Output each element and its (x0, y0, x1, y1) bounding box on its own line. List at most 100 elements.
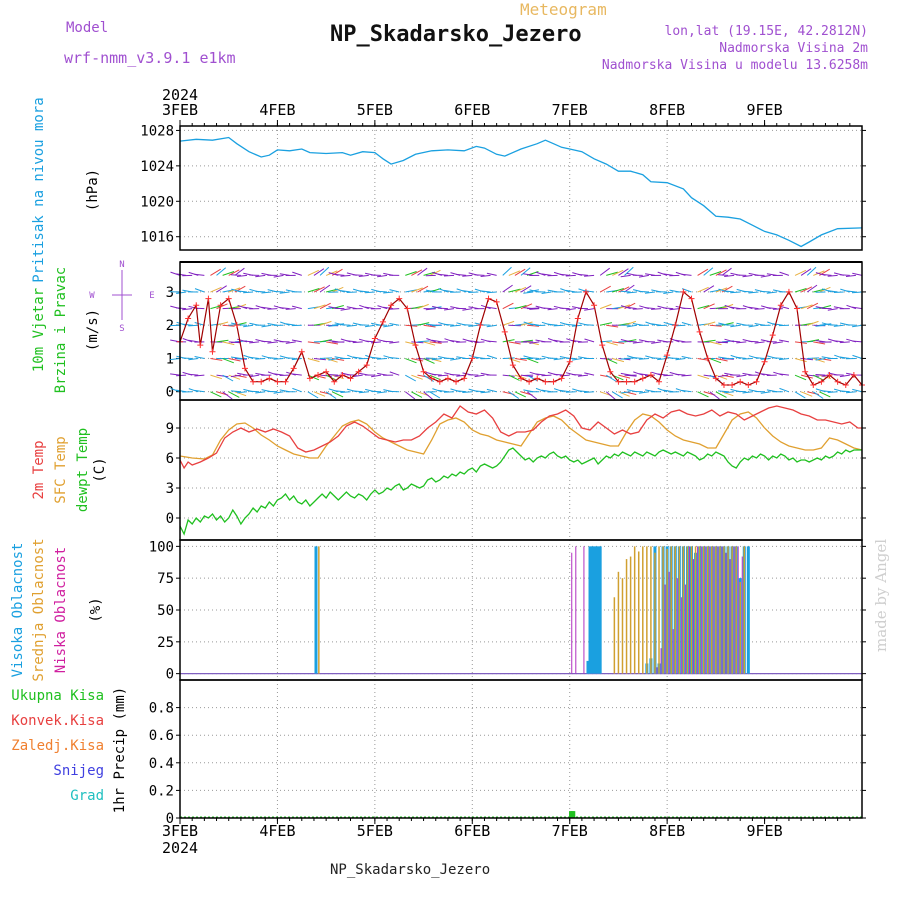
wind-vector (815, 358, 826, 361)
wind-vector (742, 305, 753, 310)
wind-vector (423, 324, 436, 328)
wind-vector (273, 373, 284, 376)
wind-vector (760, 290, 771, 293)
wind-vector (663, 273, 674, 276)
wind-vector (389, 341, 400, 344)
wind-vector (313, 286, 325, 293)
wind-vector (216, 267, 227, 276)
wind-vector (267, 308, 278, 310)
wind-vector (724, 304, 735, 310)
wind-vector (827, 391, 838, 393)
wind-vector (520, 303, 533, 310)
wind-vector (194, 356, 205, 360)
y-tick-label: 3 (166, 481, 174, 497)
wind-speed-marker (542, 378, 549, 385)
wind-vector (486, 272, 497, 276)
x-tick-label-bottom: 8FEB (649, 822, 685, 840)
wind-vector (697, 305, 710, 310)
wind-vector (377, 290, 388, 293)
wind-vector (377, 391, 388, 394)
y-tick-label: 1 (166, 351, 174, 367)
wind-vector (772, 357, 783, 360)
wind-vector (334, 288, 345, 293)
wind-vector (319, 266, 330, 276)
wind-vector (612, 269, 624, 276)
model-label: Model (66, 20, 109, 36)
y-tick-label: 0.2 (149, 783, 174, 799)
wind-vector (565, 308, 576, 311)
wind-vector (443, 274, 455, 277)
precip-legend-0: Ukupna Kisa (11, 688, 104, 704)
temp-unit-label: (C) (92, 457, 108, 482)
wind-vector (210, 286, 222, 293)
wind-speed-marker (720, 382, 727, 389)
compass-east: E (149, 291, 154, 301)
wind-vector (834, 354, 844, 360)
meteogram-label: Meteogram (520, 0, 607, 19)
wind-vector (651, 308, 662, 310)
wind-vector (370, 356, 382, 360)
wind-vector (813, 358, 825, 363)
wind-vector (624, 339, 637, 343)
wind-vector (417, 285, 429, 293)
wind-vector (480, 274, 491, 277)
wind-vector (851, 291, 863, 294)
wind-speed-marker (664, 352, 671, 359)
wind-vector (326, 341, 339, 345)
wind-speed-marker (241, 365, 248, 372)
wind-vector (508, 358, 521, 363)
wind-vector (411, 341, 424, 344)
wind-vector (285, 357, 296, 360)
wind-vector (417, 303, 429, 310)
wind-speed-marker (826, 372, 833, 379)
year-label-bottom: 2024 (162, 839, 198, 857)
wind-vector (807, 339, 820, 343)
wind-speed-marker (509, 362, 516, 369)
wind-vector (638, 373, 649, 376)
wind-vector (730, 291, 741, 294)
wind-vector (502, 357, 515, 360)
wind-vector (194, 322, 205, 326)
wind-vector (444, 323, 455, 326)
wind-speed-marker (850, 372, 857, 379)
wind-vector (340, 391, 351, 393)
wind-speed-marker (599, 342, 606, 349)
precip-legend-3: Snijeg (53, 763, 104, 779)
wind-vector (450, 340, 461, 343)
wind-vector (508, 341, 521, 345)
wind-vector (703, 321, 716, 326)
wind-vector (709, 341, 722, 346)
wind-vector (230, 390, 241, 393)
wind-vector (794, 391, 806, 399)
wind-vector (474, 274, 485, 276)
wind-speed-marker (785, 288, 792, 295)
wind-vector (352, 374, 363, 378)
wind-vector (715, 305, 728, 310)
wind-vector (833, 324, 844, 327)
wind-vector (383, 324, 394, 328)
wind-speed-marker (209, 348, 216, 355)
wind-vector (456, 273, 467, 276)
wind-vector (486, 354, 497, 360)
wind-vector (730, 324, 741, 328)
wind-vector (210, 391, 222, 398)
wind-speed-marker (631, 378, 638, 385)
wind-vector (389, 289, 400, 293)
y-tick-label: 1016 (140, 230, 174, 246)
wind-speed-marker (794, 305, 801, 312)
wind-vector (462, 274, 473, 277)
wind-vector (541, 291, 552, 294)
wind-vector (681, 374, 692, 377)
wind-vector (779, 387, 790, 393)
wind-vector (612, 341, 625, 344)
wind-vector (359, 304, 369, 310)
wind-vector (794, 269, 807, 276)
wind-panel-label: 10m Vjetar (31, 288, 47, 372)
wind-vector (675, 388, 686, 393)
wind-vector (779, 271, 790, 276)
wind-vector (334, 273, 345, 276)
compass-south: S (119, 324, 124, 334)
wind-vector (800, 304, 813, 310)
wind-vector (520, 374, 533, 378)
wind-vector (760, 373, 771, 376)
